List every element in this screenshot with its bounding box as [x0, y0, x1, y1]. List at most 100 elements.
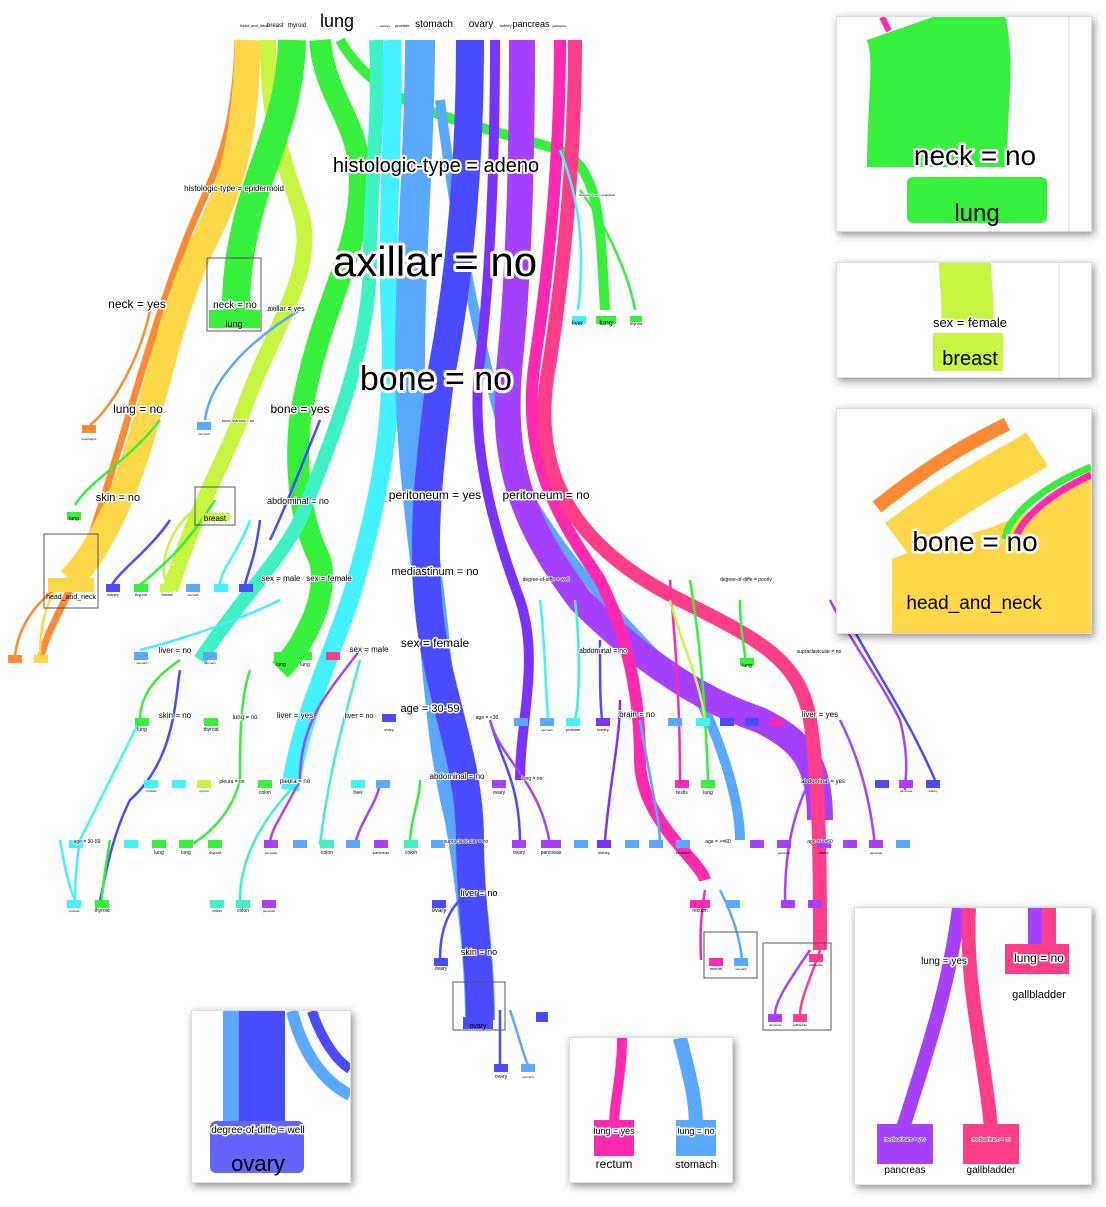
inset-ovary-drawing: degree-of-diffe = well ovary: [210, 1011, 350, 1176]
svg-text:colon: colon: [237, 908, 249, 914]
svg-text:abdominal = no: abdominal = no: [267, 496, 329, 506]
svg-text:kidney: kidney: [107, 592, 119, 597]
svg-text:lung: lung: [742, 663, 752, 669]
svg-text:kidney: kidney: [597, 727, 609, 732]
svg-text:lung = no: lung = no: [522, 776, 543, 782]
svg-text:pleura = no: pleura = no: [280, 779, 311, 785]
svg-text:pancreas: pancreas: [512, 19, 550, 29]
zoom-highlight-boxes: [43, 257, 832, 1031]
inset-neck-lung: neck = no lung: [836, 16, 1092, 232]
svg-text:histologic-type = epidermoid: histologic-type = epidermoid: [184, 184, 284, 193]
svg-text:bone = no: bone = no: [360, 360, 512, 398]
svg-text:skin = no: skin = no: [159, 711, 192, 720]
svg-text:rectum: rectum: [596, 1157, 633, 1171]
svg-text:lung = yes: lung = yes: [593, 1126, 635, 1136]
svg-text:degree-of-diffe = well: degree-of-diffe = well: [523, 577, 570, 583]
svg-text:lung: lung: [276, 662, 286, 668]
svg-text:pancreas: pancreas: [870, 851, 883, 855]
svg-text:abdominal = no: abdominal = no: [430, 772, 485, 781]
svg-text:stomach: stomach: [541, 728, 553, 732]
svg-text:pancreas: pancreas: [769, 1023, 782, 1027]
svg-text:thyroid: thyroid: [630, 321, 642, 326]
svg-text:ovary: ovary: [231, 1151, 285, 1176]
svg-text:thyroid: thyroid: [94, 908, 109, 914]
svg-text:gallbladder: gallbladder: [967, 1165, 1017, 1176]
svg-text:head_and_neck: head_and_neck: [46, 594, 96, 601]
svg-text:kidney: kidney: [929, 789, 938, 793]
svg-text:stomach: stomach: [198, 432, 210, 436]
svg-text:age = 30-59: age = 30-59: [400, 703, 459, 715]
svg-text:liver = no: liver = no: [345, 713, 374, 720]
svg-text:breast: breast: [942, 348, 998, 370]
svg-text:gallbladder: gallbladder: [809, 963, 824, 967]
svg-text:liver: liver: [572, 321, 583, 327]
inset-rectum-stomach: lung = yes lung = no rectum stomach: [569, 1037, 733, 1183]
svg-text:axillar = no: axillar = no: [333, 238, 537, 285]
svg-text:age = >=60: age = >=60: [807, 839, 833, 845]
svg-text:head_and_neck: head_and_neck: [906, 593, 1042, 614]
svg-text:stomach: stomach: [735, 967, 747, 971]
svg-text:abdominal = no: abdominal = no: [579, 648, 627, 655]
split-labels: histologic-type = adeno axillar = no bon…: [73, 153, 845, 958]
svg-text:lung: lung: [954, 200, 999, 227]
svg-text:stomach: stomach: [204, 661, 216, 665]
svg-text:skin = no: skin = no: [96, 492, 140, 504]
svg-text:lung = yes: lung = yes: [921, 956, 967, 967]
svg-text:pleura = no: pleura = no: [219, 779, 244, 785]
svg-text:breast: breast: [204, 514, 227, 523]
svg-text:breast: breast: [267, 23, 284, 29]
inset-head-and-neck-drawing: bone = no head_and_neck: [872, 417, 1091, 633]
svg-text:lung = no: lung = no: [1014, 951, 1064, 965]
svg-text:histologic-type = anaplastic: histologic-type = anaplastic: [579, 193, 616, 197]
svg-text:bone-marrow = no: bone-marrow = no: [222, 418, 255, 423]
svg-text:abdominal = yes: abdominal = yes: [801, 779, 845, 785]
svg-text:liver = yes: liver = yes: [277, 711, 313, 720]
svg-text:pancreas: pancreas: [373, 850, 389, 855]
svg-text:sex = female: sex = female: [401, 636, 470, 650]
svg-text:liver = yes: liver = yes: [802, 710, 838, 719]
svg-text:skin = no: skin = no: [461, 947, 497, 957]
svg-text:gallbladder: gallbladder: [793, 1023, 808, 1027]
svg-text:colon: colon: [212, 908, 222, 913]
svg-text:mediastinum = yes: mediastinum = yes: [884, 1137, 926, 1143]
inset-breast: sex = female breast: [836, 262, 1092, 378]
svg-text:prostate: prostate: [395, 23, 410, 28]
svg-text:liver = no: liver = no: [461, 888, 498, 898]
svg-text:bone = yes: bone = yes: [270, 402, 329, 416]
svg-text:age = 30-59: age = 30-59: [74, 839, 101, 845]
svg-text:stomach: stomach: [675, 850, 690, 855]
svg-text:ovary: ovary: [513, 850, 526, 856]
inset-breast-drawing: sex = female breast: [931, 263, 1060, 377]
svg-text:neck = no: neck = no: [914, 140, 1036, 171]
inset-gallbladder: lung = yes lung = no gallbladder mediast…: [854, 907, 1092, 1185]
svg-text:ovary: ovary: [495, 1074, 508, 1080]
svg-text:breast: breast: [161, 592, 173, 597]
svg-text:sex = male: sex = male: [262, 574, 301, 583]
svg-text:age = >=60: age = >=60: [705, 839, 731, 845]
svg-text:neck = yes: neck = yes: [108, 297, 166, 311]
flow-ribbons: [36, 37, 833, 1021]
svg-text:prostate: prostate: [69, 909, 80, 913]
svg-text:thyroid: thyroid: [209, 850, 221, 855]
svg-text:mediastinum = no: mediastinum = no: [971, 1137, 1011, 1143]
svg-text:liver: liver: [353, 790, 363, 796]
svg-text:thyroid: thyroid: [135, 592, 147, 597]
svg-text:colon: colon: [405, 850, 417, 856]
svg-text:peritoneum = no: peritoneum = no: [502, 488, 589, 502]
svg-text:colon: colon: [259, 790, 271, 796]
svg-text:sex = male: sex = male: [350, 645, 389, 654]
svg-text:ovary: ovary: [819, 850, 829, 855]
leaf-nodes: [8, 310, 940, 1072]
svg-text:lung: lung: [320, 11, 354, 31]
svg-text:stomach: stomach: [675, 1159, 717, 1171]
svg-text:supraclavicular = no: supraclavicular = no: [444, 839, 489, 845]
svg-text:lung: lung: [703, 790, 713, 796]
svg-text:colon: colon: [321, 850, 333, 856]
svg-text:prostate: prostate: [566, 727, 581, 732]
svg-text:salivary: salivary: [380, 24, 391, 28]
svg-text:ovary: ovary: [384, 727, 394, 732]
inset-rectum-stomach-drawing: lung = yes lung = no rectum stomach: [592, 1038, 717, 1171]
svg-text:head_and_neck: head_and_neck: [240, 23, 268, 28]
inset-gallbladder-drawing: lung = yes lung = no gallbladder mediast…: [877, 908, 1069, 1176]
